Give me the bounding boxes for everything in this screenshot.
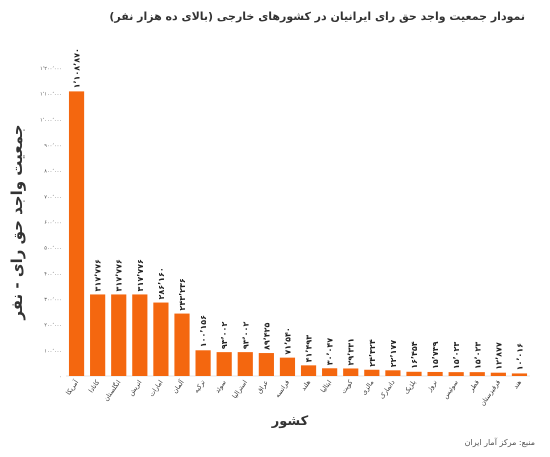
bar bbox=[174, 313, 190, 376]
x-tick-label: اتریش bbox=[127, 378, 144, 397]
y-tick-label: ۱٬۲۰۰٬۰۰۰ bbox=[40, 66, 62, 72]
value-label: ۹۳٬۰۰۲ bbox=[241, 322, 250, 350]
chart-title: نمودار جمعیت واجد حق رای ایرانیان در کشو… bbox=[109, 10, 525, 23]
value-label: ۸۹٬۴۲۵ bbox=[262, 322, 271, 350]
y-tick-label: ۲۰۰٬۰۰۰ bbox=[44, 323, 62, 329]
bar bbox=[195, 350, 211, 376]
x-tick-label: قرقیزستان bbox=[479, 379, 502, 408]
bar bbox=[385, 370, 401, 376]
bar bbox=[427, 371, 443, 376]
value-label: ۱۰٬۰۱۶ bbox=[515, 343, 524, 371]
x-tick-label: ترکیه bbox=[192, 378, 207, 394]
x-tick-label: عراق bbox=[255, 378, 270, 394]
x-tick-label: کانادا bbox=[87, 378, 102, 394]
value-label: ۳۱۷٬۷۷۶ bbox=[136, 259, 145, 291]
bar bbox=[216, 352, 232, 376]
value-label: ۱٬۱۰۸٬۸۷۰ bbox=[73, 48, 82, 88]
x-tick-label: دانمارک bbox=[378, 378, 397, 400]
x-tick-label: انگلستان bbox=[102, 378, 122, 402]
value-label: ۱۰۰٬۱۵۶ bbox=[199, 315, 208, 347]
bar bbox=[406, 371, 422, 376]
bar bbox=[511, 373, 528, 376]
x-tick-label: ایتالیا bbox=[319, 378, 333, 394]
bar bbox=[469, 372, 485, 376]
y-tick-label: ۷۰۰٬۰۰۰ bbox=[44, 194, 62, 200]
bar bbox=[237, 352, 253, 376]
bar bbox=[153, 302, 169, 376]
y-axis-label: جمعیت واجد حق رای - نفر bbox=[8, 124, 26, 320]
bar bbox=[279, 357, 296, 376]
bar bbox=[132, 294, 148, 376]
x-tick-label: هند bbox=[511, 378, 523, 390]
bar bbox=[111, 294, 127, 376]
bar bbox=[343, 368, 359, 376]
x-tick-label: استرالیا bbox=[231, 378, 249, 400]
value-label: ۱۲٬۸۷۷ bbox=[494, 342, 503, 370]
value-label: ۱۵٬۰۲۳ bbox=[473, 342, 482, 370]
bar bbox=[322, 368, 338, 376]
x-tick-label: آمریکا bbox=[63, 377, 80, 396]
x-tick-label: هلند bbox=[299, 378, 312, 392]
value-label: ۲۹٬۳۳۱ bbox=[347, 338, 356, 365]
value-label: ۳۰٬۰۴۷ bbox=[326, 338, 335, 366]
value-label: ۱۵٬۰۲۳ bbox=[452, 342, 461, 370]
x-tick-label: سوئیس bbox=[441, 379, 460, 401]
x-axis-label: کشور bbox=[271, 414, 309, 429]
bar bbox=[490, 372, 506, 376]
y-tick-label: ۱٬۰۰۰٬۰۰۰ bbox=[40, 117, 62, 123]
value-label: ۴۱٬۴۹۳ bbox=[305, 335, 314, 363]
x-tick-label: نروژ bbox=[425, 378, 439, 393]
x-tick-label: کویت bbox=[339, 378, 354, 395]
y-tick-label: ۵۰۰٬۰۰۰ bbox=[44, 246, 62, 252]
value-label: ۳۱۷٬۷۷۶ bbox=[94, 259, 103, 291]
bar bbox=[300, 365, 317, 376]
value-label: ۲۸۶٬۱۶۰ bbox=[157, 267, 166, 299]
y-tick-label: ۹۰۰٬۰۰۰ bbox=[44, 143, 62, 149]
x-tick-label: فرانسه bbox=[273, 379, 291, 400]
value-label: ۲۴۳٬۲۳۶ bbox=[178, 278, 187, 310]
value-label: ۳۱۷٬۷۷۶ bbox=[115, 259, 124, 291]
source: منبع: مرکز آمار ایران bbox=[465, 437, 535, 447]
value-label: ۲۲٬۱۷۷ bbox=[389, 340, 398, 368]
x-tick-label: سوئد bbox=[213, 379, 228, 395]
y-tick-label: ۱۰۰٬۰۰۰ bbox=[44, 348, 62, 354]
value-label: ۷۱٬۵۴۰ bbox=[283, 327, 292, 354]
y-tick-label: ۴۰۰٬۰۰۰ bbox=[44, 271, 62, 277]
x-tick-label: مالزی bbox=[360, 379, 376, 397]
y-tick-label: ۸۰۰٬۰۰۰ bbox=[44, 169, 62, 175]
bar bbox=[448, 372, 464, 376]
value-label: ۲۴٬۳۲۴ bbox=[368, 339, 377, 367]
x-tick-label: آلمان bbox=[170, 377, 186, 395]
bar bbox=[364, 369, 380, 376]
y-tick-label: ۳۰۰٬۰۰۰ bbox=[44, 297, 62, 303]
bar bbox=[90, 294, 106, 376]
y-tick-label: ۶۰۰٬۰۰۰ bbox=[44, 220, 62, 226]
value-label: ۹۳٬۰۰۲ bbox=[220, 322, 229, 350]
x-tick-label: بلژیک bbox=[402, 378, 417, 395]
y-tick-label: ۱٬۱۰۰٬۰۰۰ bbox=[40, 92, 62, 98]
value-label: ۱۵٬۷۳۹ bbox=[431, 341, 440, 369]
x-tick-label: امارات bbox=[147, 378, 164, 398]
value-label: ۱۶٬۴۵۴ bbox=[410, 341, 419, 369]
x-tick-label: قطر bbox=[467, 379, 481, 394]
y-tick-label: ۰ bbox=[59, 374, 62, 380]
bar bbox=[258, 353, 274, 376]
bar bbox=[68, 91, 85, 377]
